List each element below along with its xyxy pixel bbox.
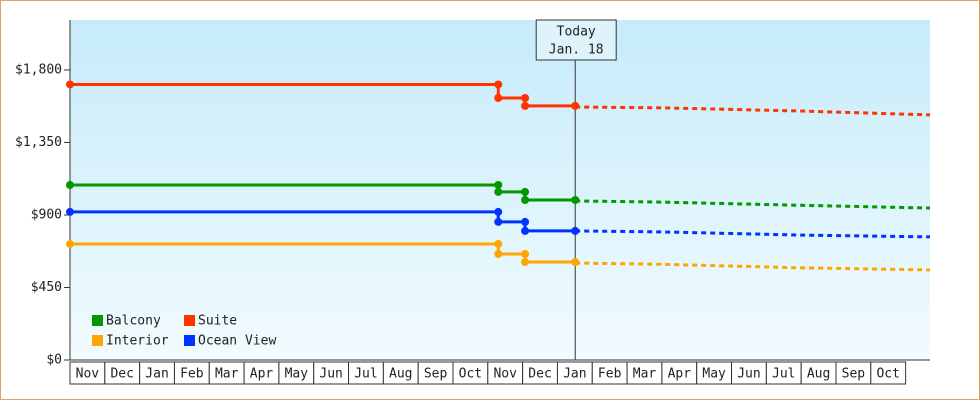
price-point — [66, 181, 74, 190]
price-point — [494, 187, 503, 196]
today-label: Today — [557, 25, 596, 40]
price-line — [70, 183, 576, 202]
x-tick-label: Feb — [598, 367, 622, 382]
x-tick-label: Mar — [633, 367, 657, 382]
price-line — [70, 82, 576, 108]
price-point — [494, 93, 503, 102]
x-tick-label: Jul — [354, 367, 377, 382]
x-tick-label: Jul — [772, 367, 795, 382]
x-tick-label: Nov — [76, 367, 100, 382]
price-point — [494, 181, 503, 190]
x-tick-label: Jun — [319, 367, 342, 382]
x-tick-label: Nov — [493, 367, 517, 382]
price-point — [571, 101, 580, 110]
forecast-line — [575, 229, 931, 239]
x-tick-cell — [870, 361, 907, 385]
price-point — [494, 217, 503, 226]
price-point — [494, 249, 503, 258]
x-tick-label: Mar — [215, 367, 239, 382]
forecast-line — [575, 261, 931, 272]
price-point — [66, 239, 74, 248]
legend-swatch — [92, 315, 103, 326]
price-point — [521, 258, 530, 267]
legend-label: Ocean View — [198, 334, 276, 349]
x-tick-label: Feb — [180, 367, 204, 382]
price-point — [494, 239, 503, 248]
legend-label: Balcony — [106, 314, 161, 329]
x-tick-label: Jun — [737, 367, 760, 382]
legend-label: Suite — [198, 314, 237, 329]
price-point — [521, 195, 530, 204]
price-point — [571, 226, 580, 235]
y-tick-label: $0 — [46, 353, 62, 368]
y-tick-label: $1,800 — [15, 62, 62, 77]
x-tick-label: Apr — [668, 367, 692, 382]
price-line — [70, 210, 576, 233]
today-box — [535, 19, 617, 61]
x-tick-label: Jan — [145, 367, 168, 382]
x-tick-label: Aug — [389, 367, 412, 382]
legend-label: Interior — [106, 334, 169, 349]
today-label: Jan. 18 — [549, 43, 604, 58]
x-tick-label: Oct — [876, 367, 899, 382]
x-tick-label: May — [285, 367, 309, 382]
x-tick-label: May — [702, 367, 726, 382]
price-point — [521, 93, 530, 102]
price-point — [521, 226, 530, 235]
price-point — [66, 207, 74, 216]
x-tick-label: Aug — [807, 367, 830, 382]
price-point — [521, 217, 530, 226]
x-tick-label: Dec — [110, 367, 133, 382]
x-tick-label: Sep — [424, 367, 448, 382]
forecast-line — [575, 199, 931, 210]
x-tick-label: Apr — [250, 367, 274, 382]
price-point — [521, 187, 530, 196]
price-point — [494, 207, 503, 216]
price-point — [66, 80, 74, 89]
legend-swatch — [184, 335, 195, 346]
y-tick-label: $900 — [31, 207, 62, 222]
legend-swatch — [92, 335, 103, 346]
price-point — [521, 101, 530, 110]
price-point — [571, 258, 580, 267]
y-tick-label: $1,350 — [15, 135, 62, 150]
price-point — [521, 249, 530, 258]
x-tick-label: Dec — [528, 367, 551, 382]
price-point — [494, 80, 503, 89]
x-tick-label: Oct — [459, 367, 482, 382]
x-tick-label: Jan — [563, 367, 586, 382]
legend-swatch — [184, 315, 195, 326]
price-line — [70, 242, 576, 264]
price-point — [571, 195, 580, 204]
y-tick-label: $450 — [31, 280, 62, 295]
forecast-line — [575, 105, 931, 117]
x-tick-label: Sep — [842, 367, 866, 382]
